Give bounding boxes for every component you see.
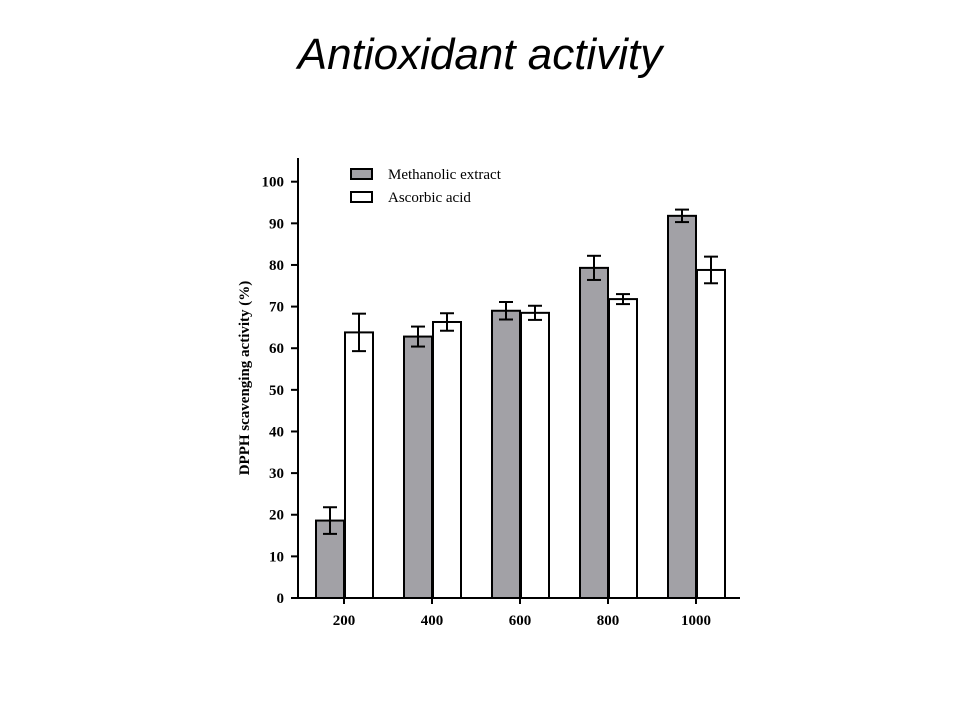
bar-ascorbic	[608, 298, 638, 599]
bar-ascorbic	[432, 320, 462, 599]
y-tick-label: 20	[269, 508, 284, 524]
y-tick-label: 30	[269, 466, 284, 482]
bar-ascorbic	[344, 331, 374, 599]
bar-methanolic	[403, 335, 433, 599]
x-tick-label: 800	[597, 613, 620, 629]
bar-methanolic	[579, 266, 609, 599]
y-tick-label: 10	[269, 549, 284, 565]
y-tick-label: 70	[269, 300, 284, 316]
y-axis-label: DPPH scavenging activity (%)	[237, 281, 253, 476]
bar-ascorbic	[696, 268, 726, 599]
bar-methanolic	[491, 309, 521, 599]
x-tick-label: 1000	[681, 613, 711, 629]
y-tick-label: 40	[269, 424, 284, 440]
y-tick-label: 60	[269, 341, 284, 357]
legend-swatch	[350, 168, 373, 180]
y-tick-label: 0	[277, 591, 285, 607]
y-tick-label: 90	[269, 216, 284, 232]
y-tick-label: 100	[262, 175, 285, 191]
y-tick-label: 50	[269, 383, 284, 399]
x-tick-label: 400	[421, 613, 444, 629]
slide-title: Antioxidant activity	[297, 30, 663, 79]
y-tick-label: 80	[269, 258, 284, 274]
legend-label: Methanolic extract	[388, 167, 502, 183]
legend-swatch	[350, 191, 373, 203]
x-tick-label: 200	[333, 613, 356, 629]
legend-label: Ascorbic acid	[388, 190, 471, 206]
x-tick-label: 600	[509, 613, 532, 629]
bar-methanolic	[667, 214, 697, 599]
bar-ascorbic	[520, 311, 550, 599]
